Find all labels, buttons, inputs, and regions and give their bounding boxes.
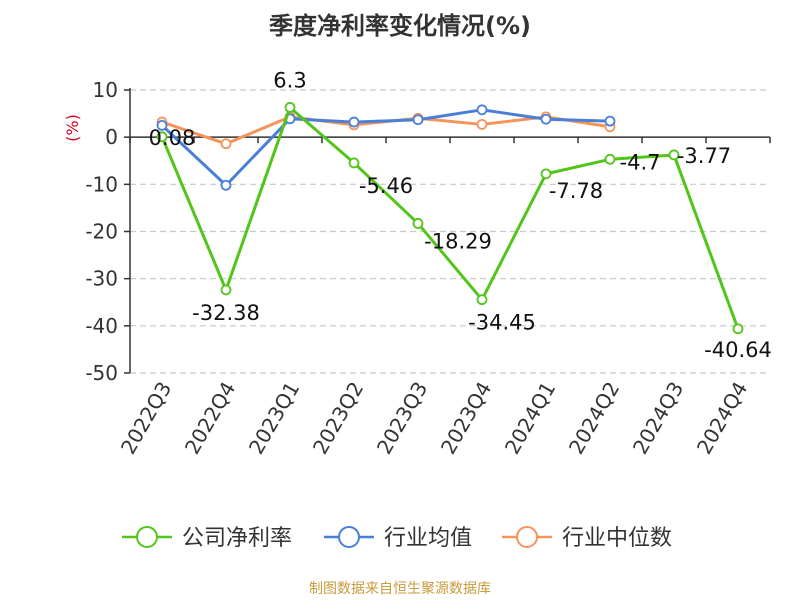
- x-tick-label: 2024Q3: [628, 378, 688, 459]
- legend-label: 行业均值: [384, 526, 472, 551]
- data-label: -34.45: [468, 311, 536, 335]
- data-point: [732, 323, 744, 335]
- source-note: 制图数据来自恒生聚源数据库: [309, 581, 491, 597]
- data-point: [348, 116, 360, 128]
- y-tick-label: -50: [85, 361, 118, 385]
- chart-title: 季度净利率变化情况(%): [269, 12, 531, 40]
- series-line: [160, 105, 740, 330]
- data-point: [412, 218, 424, 229]
- data-point: [220, 138, 232, 150]
- data-label: -40.64: [704, 338, 772, 362]
- data-label: -3.77: [677, 144, 731, 168]
- y-tick-label: -20: [85, 220, 118, 244]
- legend-swatch-marker: [516, 526, 538, 548]
- series-line: [160, 108, 611, 187]
- data-point: [604, 153, 616, 165]
- data-label: 6.3: [273, 68, 306, 92]
- data-point: [540, 113, 552, 125]
- data-label: -18.29: [424, 229, 492, 253]
- data-label: -32.38: [192, 301, 260, 325]
- data-point: [476, 119, 488, 130]
- x-tick-label: 2023Q4: [436, 378, 496, 459]
- data-point: [412, 114, 424, 126]
- x-tick-label: 2023Q3: [372, 378, 432, 459]
- y-axis-label: (%): [63, 114, 82, 142]
- legend-swatch-marker: [136, 526, 158, 548]
- x-tick-label: 2024Q1: [500, 378, 560, 459]
- data-point: [156, 131, 168, 143]
- data-point: [284, 102, 296, 113]
- data-label: 0.08: [149, 126, 196, 150]
- data-point: [668, 149, 680, 161]
- data-point: [220, 179, 232, 191]
- data-point: [604, 115, 616, 127]
- x-tick-label: 2023Q1: [244, 378, 304, 459]
- data-label: -4.7: [620, 150, 661, 174]
- x-tick-label: 2024Q2: [564, 378, 624, 459]
- x-tick-label: 2022Q3: [116, 378, 176, 459]
- y-tick-label: -10: [85, 172, 118, 196]
- x-tick-label: 2022Q4: [180, 378, 240, 459]
- legend-label: 公司净利率: [182, 526, 292, 551]
- data-point: [156, 119, 168, 131]
- x-tick-label: 2024Q4: [692, 378, 752, 459]
- data-point: [540, 168, 552, 180]
- y-tick-label: 0: [105, 125, 118, 149]
- legend-label: 行业中位数: [562, 526, 672, 551]
- data-point: [348, 157, 360, 169]
- data-point: [476, 294, 488, 306]
- y-tick-label: 10: [93, 78, 118, 102]
- y-tick-label: -40: [85, 314, 118, 338]
- data-point: [476, 104, 488, 116]
- data-label: -7.78: [549, 179, 603, 203]
- data-label: -5.46: [359, 174, 413, 198]
- legend-swatch-marker: [338, 526, 360, 548]
- data-point: [220, 284, 232, 296]
- y-tick-label: -30: [85, 267, 118, 291]
- x-tick-label: 2023Q2: [308, 378, 368, 459]
